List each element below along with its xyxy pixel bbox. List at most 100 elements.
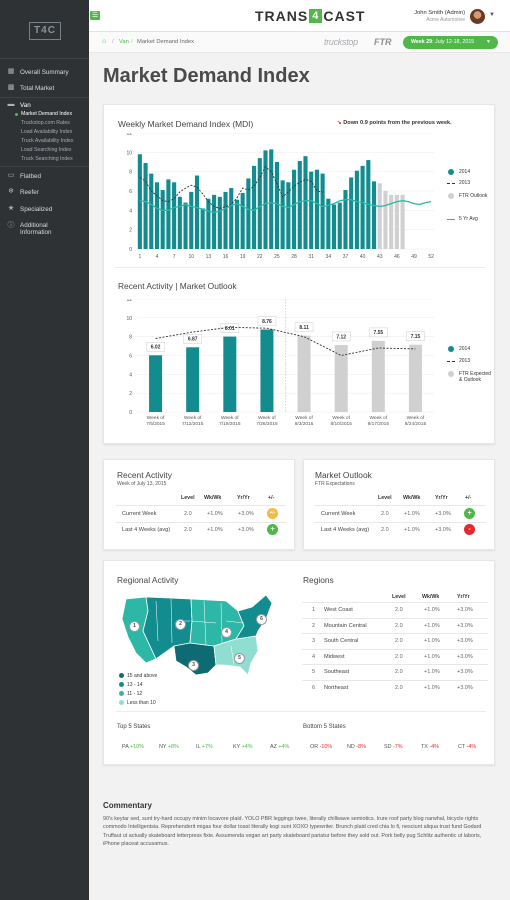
sidebar-item-label: Flatbed (20, 172, 42, 180)
bar-2014 (257, 158, 262, 249)
x-tick-label: 7 (173, 254, 176, 260)
home-icon[interactable]: ⌂ (102, 38, 107, 45)
state-change-value: -4% (429, 744, 439, 750)
sidebar-subitem-market-demand-index[interactable]: Market Demand Index (21, 111, 73, 117)
sidebar-divider (0, 97, 89, 98)
x-tick-label: 46 (394, 254, 400, 260)
bar-ftr-expected (297, 335, 311, 412)
bar-ftr-expected (408, 344, 422, 412)
week-range: : July 12-18, 2015 (432, 39, 475, 45)
region-level: 2.0 (395, 669, 403, 675)
data-label: 8.76 (262, 319, 272, 325)
bar-chart-icon: ▩ (7, 84, 15, 91)
data-label: 8.01 (225, 326, 235, 332)
x-tick-label: 10 (188, 254, 194, 260)
state-code: KY (233, 744, 242, 750)
row-wkwk: +1.0% (404, 511, 420, 517)
sidebar-item-overall-summary[interactable]: ▦ Overall Summary (7, 68, 69, 76)
bar-2014 (186, 347, 200, 412)
x-tick-label: Week of (147, 415, 165, 421)
x-tick-label: 40 (360, 254, 366, 260)
bar-2014 (172, 182, 177, 249)
sidebar-subitem-truck-searching[interactable]: Truck Searching Index (21, 156, 73, 162)
table-divider (116, 522, 286, 523)
sidebar-item-reefer[interactable]: ❄ Reefer (7, 188, 39, 196)
sidebar-item-specialized[interactable]: ★ Specialized (7, 205, 52, 213)
x-tick-label: 1 (138, 254, 141, 260)
sidebar-subitem-load-searching[interactable]: Load Searching Index (21, 147, 72, 153)
sidebar-subitem-truck-availability[interactable]: Truck Availability Index (21, 138, 74, 144)
state-code: OR (310, 744, 320, 750)
bar-2014 (240, 192, 245, 249)
bar-2014 (297, 161, 302, 249)
state-code: CT (458, 744, 467, 750)
bar-2014 (194, 175, 200, 249)
brand-four-badge: 4 (309, 9, 323, 23)
breadcrumb-separator: / (112, 39, 114, 45)
bar-2014 (280, 180, 285, 249)
map-marker-4[interactable]: 4 (221, 627, 232, 638)
weekly-change-text: Down 0.9 points from the previous week. (343, 120, 452, 126)
recent-activity-sub: Week of July 13, 2015 (117, 481, 167, 487)
app-logo[interactable]: T4C (29, 22, 61, 40)
region-wkwk: +1.0% (424, 607, 440, 613)
menu-toggle-button[interactable]: ☰ (90, 11, 100, 20)
bar-2014 (320, 173, 325, 249)
legend-2014: 2014 (459, 346, 471, 352)
x-tick-label: Week of (221, 415, 239, 421)
map-marker-5[interactable]: 5 (234, 653, 245, 664)
map-marker-6[interactable]: 6 (256, 614, 267, 625)
x-tick-label: 16 (223, 254, 229, 260)
state-change-value: +4% (241, 744, 253, 750)
region-wkwk: +1.0% (424, 684, 440, 691)
sidebar-item-additional-information[interactable]: ⓘ Additional Information (7, 222, 52, 236)
avatar[interactable] (470, 9, 485, 24)
sidebar-item-flatbed[interactable]: ▭ Flatbed (7, 172, 41, 180)
bar-ftr-outlook (394, 194, 399, 249)
map-marker-1[interactable]: 1 (129, 621, 140, 632)
legend-13-14: 13 - 14 (127, 682, 143, 688)
weekly-change-note: ↘ Down 0.9 points from the previous week… (337, 120, 452, 126)
region-number: 1 (312, 607, 316, 613)
status-badge: + (464, 508, 475, 519)
region-level: 2.0 (395, 684, 403, 691)
bar-2014 (160, 190, 165, 249)
bar-2014 (229, 188, 234, 249)
legend-dot-ftr (448, 193, 454, 199)
bottom-states-title: Bottom 5 States (303, 724, 346, 730)
recent-activity-title: Recent Activity (117, 470, 172, 480)
sidebar-subitem-truckstop-rates[interactable]: Truckstop.com Rates (21, 120, 70, 126)
breadcrumb-separator: / (131, 39, 133, 45)
map-marker-3[interactable]: 3 (188, 660, 199, 671)
truckstop-logo: truckstop (324, 37, 358, 47)
region-name: Southeast (324, 669, 350, 675)
bar-2014 (263, 150, 268, 249)
bar-2014 (206, 198, 211, 249)
bar-2014 (303, 156, 308, 249)
week-selector[interactable]: Week 29: July 12-18, 2015 ▼ (403, 36, 498, 49)
region-name: Midwest (324, 653, 345, 660)
row-level: 2.0 (381, 511, 389, 517)
state-stat: SD -7% (384, 744, 403, 750)
region-wkwk: +1.0% (424, 669, 440, 675)
sidebar-item-van[interactable]: ▬ Van (7, 101, 31, 109)
breadcrumb-van[interactable]: Van (119, 39, 129, 45)
map-marker-2[interactable]: 2 (175, 619, 186, 630)
regional-activity-title: Regional Activity (117, 575, 179, 585)
bar-2014 (200, 208, 205, 249)
state-code: AZ (270, 744, 279, 750)
user-name[interactable]: John Smith (Admin) (414, 10, 465, 16)
col-header-level: Level (378, 495, 392, 501)
state-code: ND (347, 744, 357, 750)
region-number: 6 (312, 684, 316, 691)
col-header-change: +/- (268, 495, 275, 501)
sidebar-item-total-market[interactable]: ▩ Total Market (7, 84, 55, 92)
data-label-box (257, 316, 277, 326)
chevron-down-icon[interactable]: ▼ (489, 12, 495, 18)
bar-2014 (183, 202, 188, 249)
sidebar-subitem-load-availability[interactable]: Load Availability Index (21, 129, 73, 135)
bar-2014 (360, 165, 365, 249)
state-stat: NY +8% (159, 744, 179, 750)
x-tick-label: 7/12/2015 (182, 421, 204, 427)
